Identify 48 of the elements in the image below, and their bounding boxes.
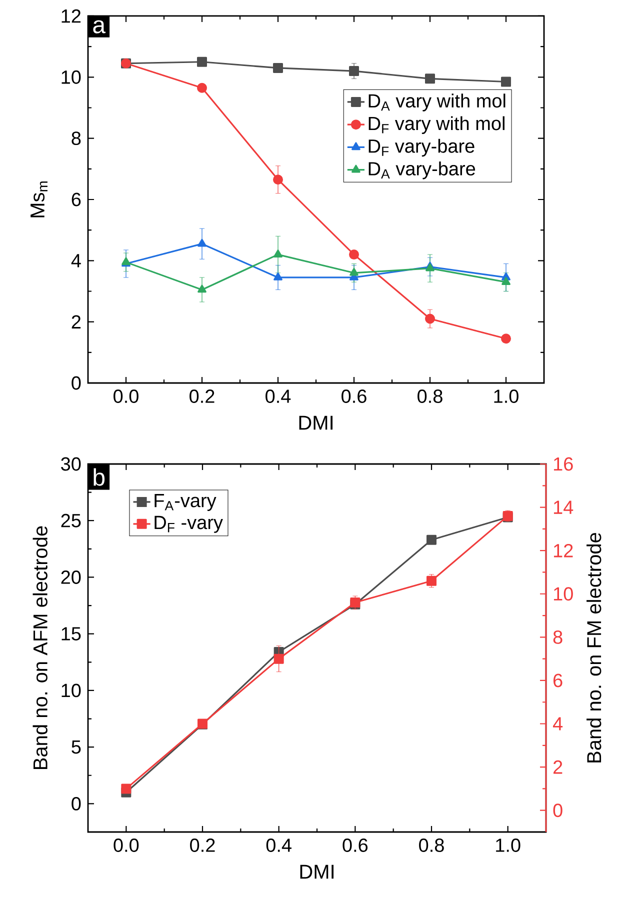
y2-tick-label: 0 [553,804,562,818]
x-tick-label: 0.2 [190,390,214,403]
y2-tick-label: 12 [554,544,573,558]
y-tick-label: 15 [62,627,81,640]
y-tick-label: 25 [61,514,81,528]
legend-label: D$_{F}$ vary with mol [368,116,504,134]
x-tick-label: 0.8 [419,838,444,852]
y2-tick-label: 10 [554,587,573,601]
x-axis-title: DMI [300,864,334,879]
y-axis-title: Ms$_{m}$ [30,181,48,218]
y-tick-label: 2 [72,315,81,328]
x-tick-label: 0.4 [266,390,291,403]
x-tick-label: 0.4 [266,838,292,852]
x-tick-label: 0.2 [190,838,215,852]
y-tick-label: 6 [72,192,81,206]
y2-tick-label: 6 [554,674,562,688]
y2-tick-label: 2 [554,760,562,774]
y2-tick-label: 4 [552,717,563,730]
x-tick-label: 1.0 [494,390,518,403]
x-tick-label: 0.0 [114,838,139,852]
y-tick-label: 8 [72,132,81,146]
y-tick-label: 30 [61,457,81,471]
y-tick-label: 4 [71,254,81,268]
legend-label: D$_{A}$ vary with mol [368,94,506,112]
y-tick-label: 10 [62,70,81,84]
x-tick-label: 0.8 [418,390,442,403]
legend-label: D$_{F}$ vary-bare [368,138,474,157]
annotation: b [94,468,105,486]
y2-tick-label: 8 [553,630,562,644]
annotation: a [93,20,106,34]
y-tick-label: 12 [62,9,81,23]
y-tick-label: 5 [72,740,81,754]
x-tick-label: 0.0 [114,390,138,403]
x-tick-label: 0.6 [342,390,366,403]
x-tick-label: 0.6 [342,838,368,852]
y-tick-label: 10 [62,684,81,698]
y-tick-label: 0 [72,376,81,390]
x-tick-label: 1.0 [496,838,520,852]
y2-axis-title: Band no. on FM electrode [586,532,602,762]
legend-label: D$_{A}$ vary-bare [368,161,476,180]
y-axis-title: Band no. on AFM electrode [32,526,48,770]
y2-tick-label: 14 [554,500,574,514]
y-tick-label: 20 [61,570,81,584]
y2-tick-label: 16 [554,457,573,471]
legend-label: F$_{A}$-vary [154,494,216,512]
legend-label: D$_{F}$ -vary [154,516,223,533]
y-tick-label: 0 [72,796,81,810]
x-axis-title: DMI [299,416,332,430]
